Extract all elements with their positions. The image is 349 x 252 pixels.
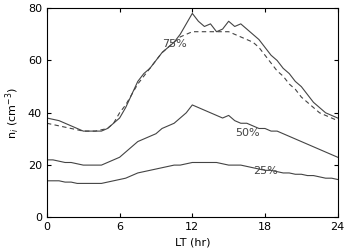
Text: 50%: 50% (235, 128, 259, 138)
Y-axis label: n$_i$ (cm$^{-3}$): n$_i$ (cm$^{-3}$) (4, 87, 22, 139)
Text: 25%: 25% (253, 166, 278, 176)
X-axis label: LT (hr): LT (hr) (174, 238, 210, 248)
Text: 75%: 75% (162, 39, 187, 49)
